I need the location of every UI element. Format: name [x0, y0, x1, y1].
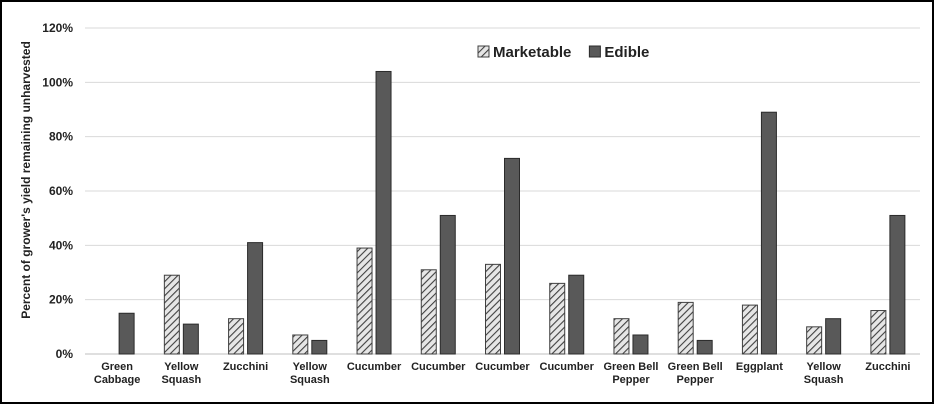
x-tick-label: Green Bell Pepper	[668, 361, 723, 386]
bar	[889, 214, 906, 355]
y-axis-title: Percent of grower's yield remaining unha…	[19, 41, 33, 319]
y-tick-label: 100%	[42, 75, 73, 89]
x-tick-label: Cucumber	[411, 361, 466, 373]
bar	[504, 157, 520, 355]
bar	[420, 269, 437, 355]
bar	[311, 339, 328, 355]
legend-label: Edible	[604, 44, 649, 61]
legend-label: Marketable	[493, 44, 571, 61]
bar	[632, 334, 649, 355]
bar	[439, 214, 456, 355]
x-tick-label: Yellow Squash	[161, 361, 201, 386]
y-tick-label: 0%	[56, 347, 74, 361]
bar	[696, 339, 713, 355]
bar	[375, 70, 392, 355]
bar	[356, 247, 373, 355]
x-tick-label: Cucumber	[347, 361, 402, 373]
y-tick-label: 120%	[42, 21, 73, 35]
bar	[677, 301, 694, 355]
bar	[825, 318, 842, 355]
x-tick-label: Green Bell Pepper	[603, 361, 658, 386]
bar	[485, 263, 501, 355]
x-tick-label: Cucumber	[475, 361, 530, 373]
y-tick-label: 60%	[49, 184, 73, 198]
bar	[549, 282, 566, 355]
bar	[163, 274, 180, 355]
x-tick-label: Eggplant	[736, 361, 783, 373]
bar	[806, 326, 823, 355]
y-tick-label: 80%	[49, 130, 73, 144]
legend-swatch	[588, 45, 601, 58]
bar	[182, 323, 199, 355]
x-tick-label: Cucumber	[540, 361, 595, 373]
x-tick-label: Green Cabbage	[94, 361, 140, 386]
bar	[741, 304, 758, 355]
y-tick-label: 40%	[49, 238, 73, 252]
bar	[568, 274, 585, 355]
legend-swatch	[477, 45, 490, 58]
bar	[760, 111, 777, 355]
bar	[613, 318, 630, 355]
bar	[870, 310, 887, 355]
x-tick-label: Zucchini	[865, 361, 910, 373]
bar	[228, 318, 245, 355]
bar	[118, 312, 135, 355]
bar	[292, 334, 309, 355]
x-tick-label: Yellow Squash	[290, 361, 330, 386]
bar	[247, 242, 264, 355]
x-tick-label: Yellow Squash	[804, 361, 844, 386]
x-tick-label: Zucchini	[223, 361, 268, 373]
y-tick-label: 20%	[49, 293, 73, 307]
